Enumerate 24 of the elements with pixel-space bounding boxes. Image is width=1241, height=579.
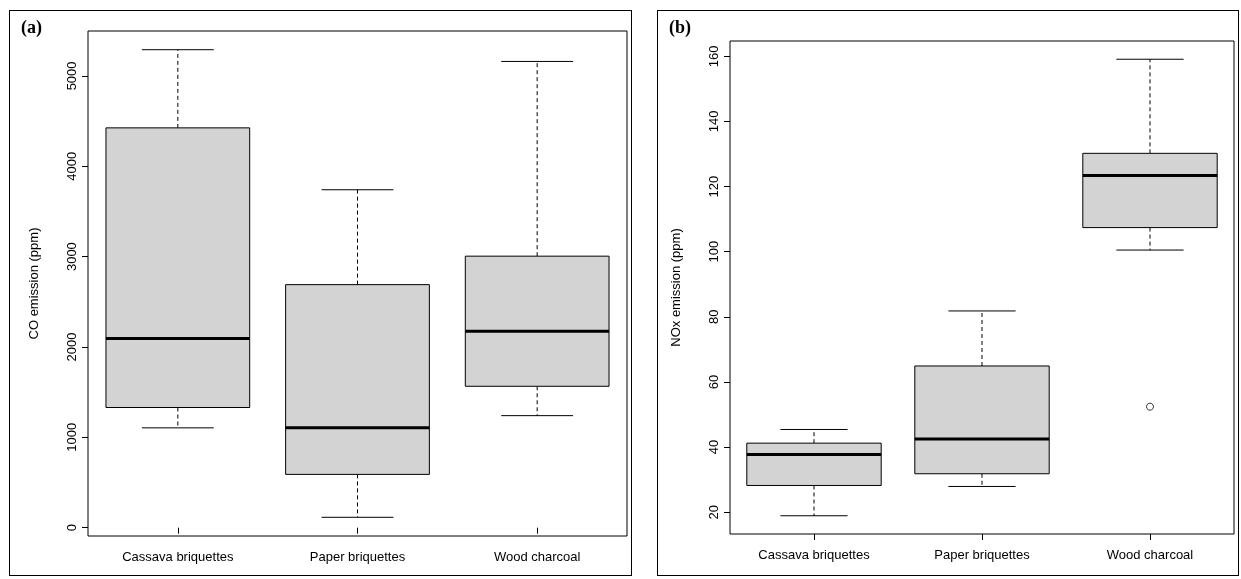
y-tick-label: 40 [706,439,721,455]
y-tick-label: 160 [706,45,721,68]
y-tick-label: 1000 [64,422,79,452]
x-tick-label: Paper briquettes [934,547,1031,562]
x-tick-label: Wood charcoal [493,549,581,564]
chart-title: (a) [21,17,42,38]
y-tick-label: 80 [706,309,721,325]
x-tick-label: Cassava briquettes [758,547,871,562]
chart-title: (b) [669,17,691,38]
x-tick-label: Cassava briquettes [122,549,234,564]
y-axis-title: CO emission (ppm) [26,227,41,340]
y-axis-title: NOx emission (ppm) [668,228,683,347]
x-tick-label: Paper briquettes [309,549,406,564]
y-tick-label: 2000 [64,332,79,362]
y-tick-label: 100 [706,240,721,263]
y-tick-label: 3000 [64,242,79,272]
y-tick-label: 20 [706,504,721,520]
y-tick-label: 4000 [64,151,79,181]
y-tick-label: 5000 [64,61,79,91]
y-tick-label: 60 [706,374,721,390]
y-tick-label: 120 [706,175,721,198]
y-tick-label: 140 [706,110,721,133]
x-tick-label: Wood charcoal [1106,547,1194,562]
y-tick-label: 0 [64,524,79,532]
